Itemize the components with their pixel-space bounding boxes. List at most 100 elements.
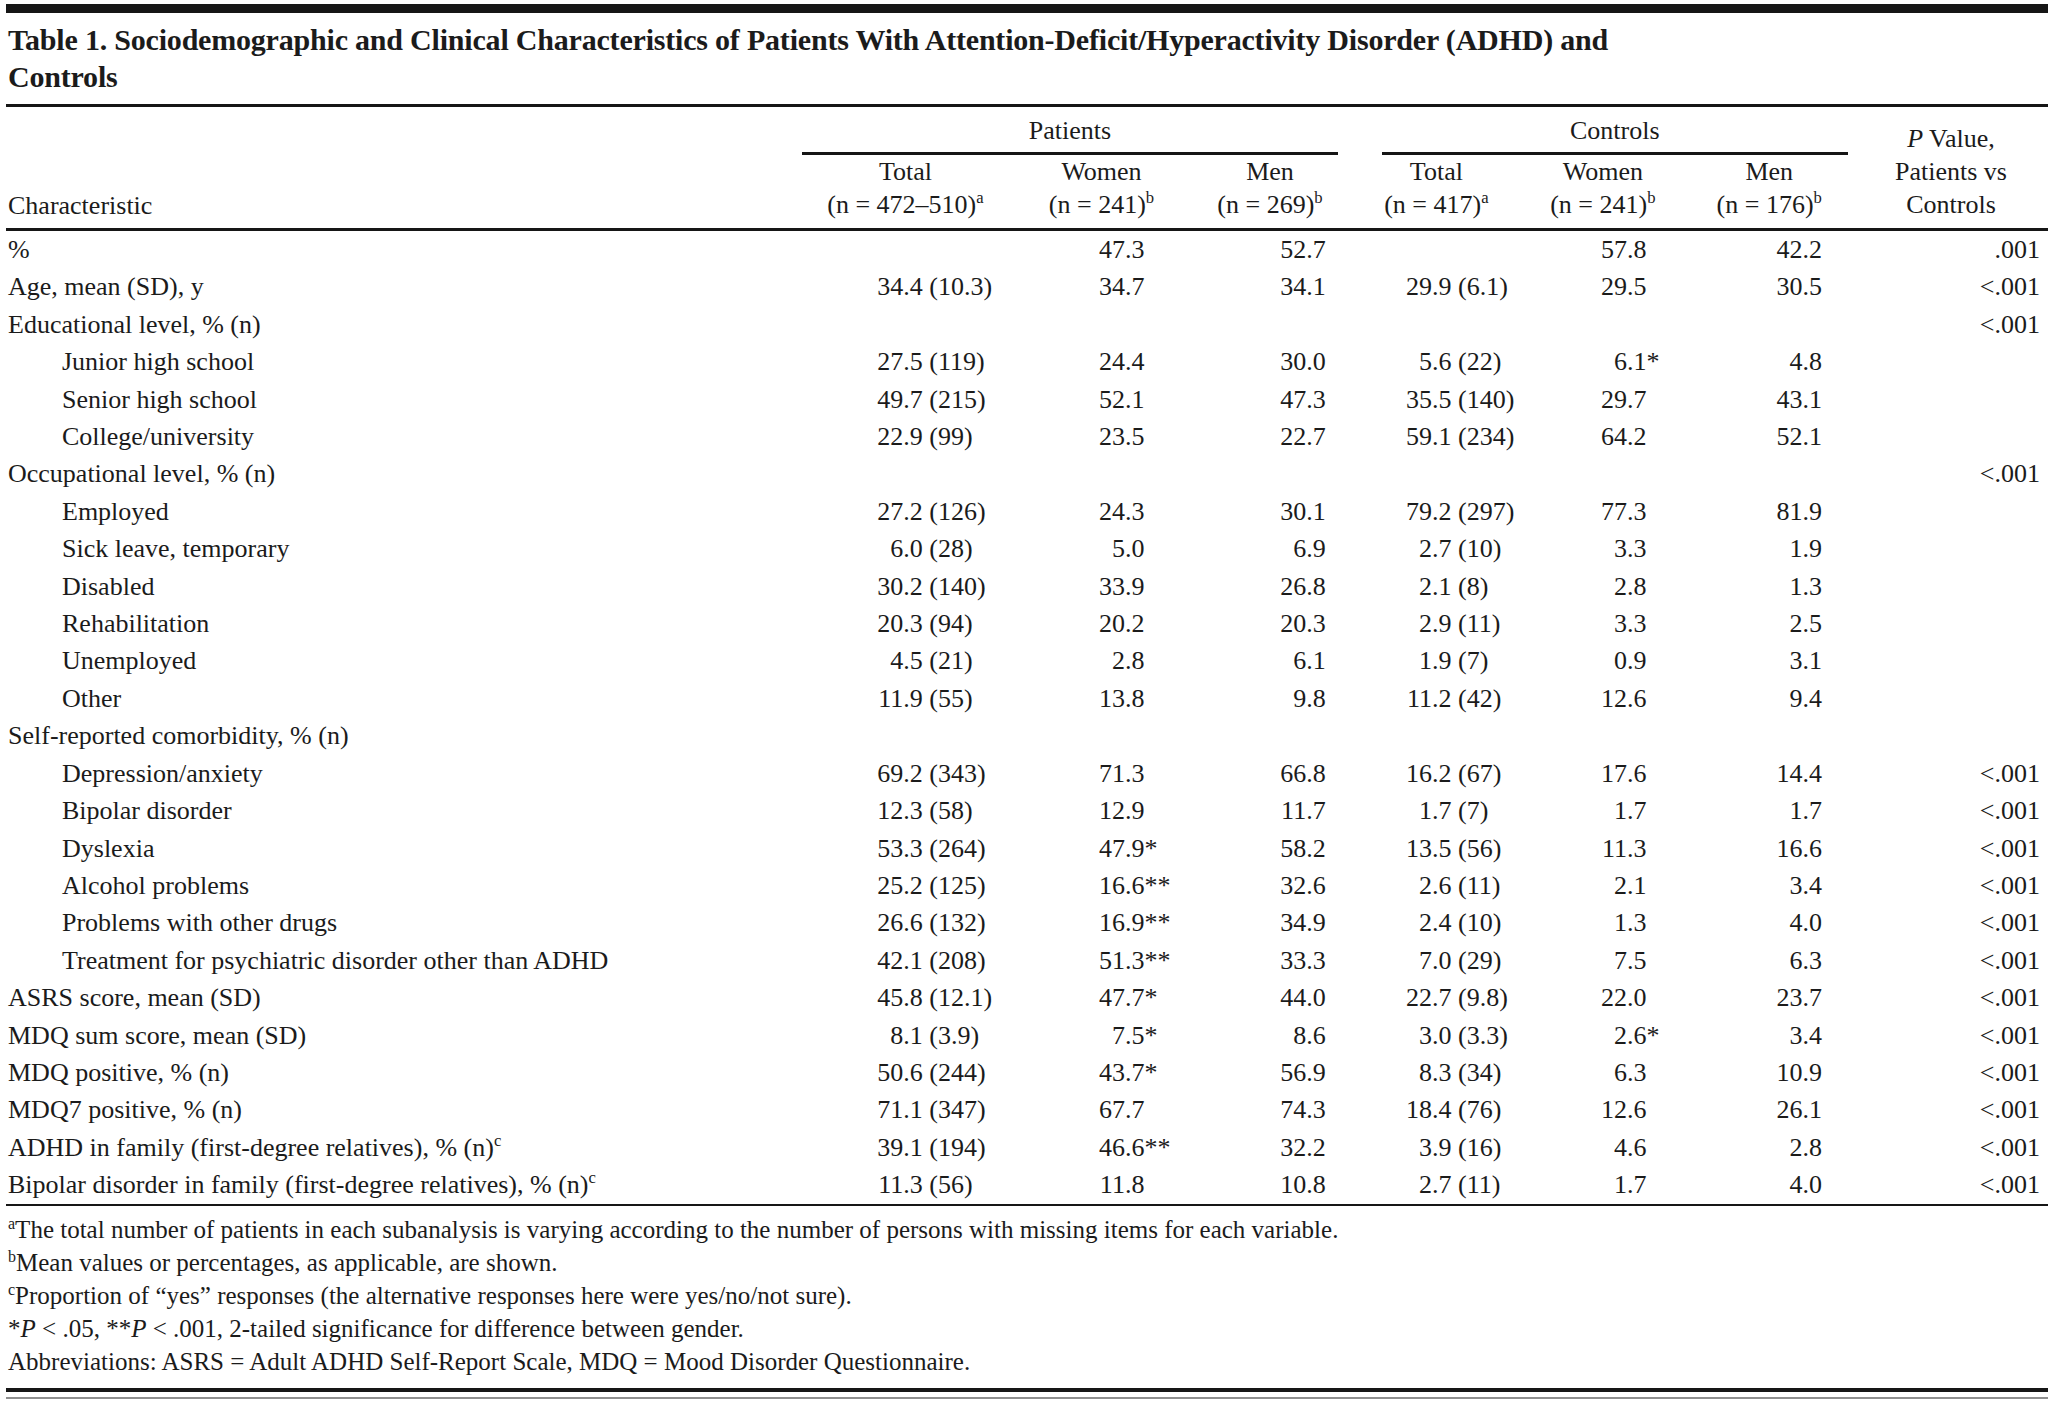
row-label: College/university <box>6 418 796 455</box>
patients-spanner: Patients <box>802 115 1337 155</box>
row-label: Dyslexia <box>6 830 796 867</box>
pvalue-cell: <.001 <box>1854 1091 2048 1128</box>
data-cell: 22.7 (9.8) <box>1352 979 1521 1016</box>
pvalue-cell <box>1854 343 2048 380</box>
table-row: Alcohol problems25.2 (125)16.6**32.62.6 … <box>6 867 2048 904</box>
data-cell: 29.9 (6.1) <box>1352 268 1521 305</box>
data-cell <box>1188 306 1351 343</box>
data-cell: 2.6 (11) <box>1352 867 1521 904</box>
data-cell: 23.7 <box>1685 979 1854 1016</box>
data-cell: 1.7 <box>1685 792 1854 829</box>
data-cell: 42.2 <box>1685 230 1854 269</box>
table-row: MDQ positive, % (n)50.6 (244)43.7*56.98.… <box>6 1054 2048 1091</box>
data-cell <box>1521 306 1684 343</box>
data-cell: 5.0 <box>1015 530 1189 567</box>
row-label: MDQ7 positive, % (n) <box>6 1091 796 1128</box>
col-header-controls-total: Total <box>1352 155 1521 188</box>
pvalue-cell <box>1854 418 2048 455</box>
data-cell <box>1015 717 1189 754</box>
data-cell: 67.7 <box>1015 1091 1189 1128</box>
data-cell: 9.8 <box>1188 680 1351 717</box>
table-row: Age, mean (SD), y34.4 (10.3)34.734.129.9… <box>6 268 2048 305</box>
data-cell: 66.8 <box>1188 755 1351 792</box>
row-label: MDQ positive, % (n) <box>6 1054 796 1091</box>
n-controls-men: (n = 176)b <box>1685 188 1854 230</box>
data-cell: 2.7 (10) <box>1352 530 1521 567</box>
footnote: aThe total number of patients in each su… <box>8 1213 2046 1246</box>
data-cell: 26.1 <box>1685 1091 1854 1128</box>
col-header-patients-women: Women <box>1015 155 1189 188</box>
footnote: Abbreviations: ASRS = Adult ADHD Self-Re… <box>8 1345 2046 1378</box>
data-cell: 4.8 <box>1685 343 1854 380</box>
data-cell: 18.4 (76) <box>1352 1091 1521 1128</box>
data-cell: 11.3 <box>1521 830 1684 867</box>
data-cell: 6.3 <box>1685 942 1854 979</box>
data-cell: 17.6 <box>1521 755 1684 792</box>
row-label: Sick leave, temporary <box>6 530 796 567</box>
n-controls-women: (n = 241)b <box>1521 188 1684 230</box>
row-label: Employed <box>6 493 796 530</box>
pvalue-header-line-1: P Value, <box>1854 122 2048 155</box>
pvalue-cell: <.001 <box>1854 942 2048 979</box>
controls-group-header: Controls <box>1352 107 1854 155</box>
data-cell: 79.2 (297) <box>1352 493 1521 530</box>
pvalue-cell <box>1854 381 2048 418</box>
data-cell: 59.1 (234) <box>1352 418 1521 455</box>
data-cell: 71.3 <box>1015 755 1189 792</box>
data-cell: 52.1 <box>1015 381 1189 418</box>
data-cell: 20.2 <box>1015 605 1189 642</box>
row-label: Alcohol problems <box>6 867 796 904</box>
data-cell: 13.8 <box>1015 680 1189 717</box>
data-cell: 57.8 <box>1521 230 1684 269</box>
characteristic-column-header: Characteristic <box>6 107 796 230</box>
data-cell: 45.8 (12.1) <box>796 979 1014 1016</box>
table-row: Disabled30.2 (140)33.926.82.1 (8)2.81.3 <box>6 568 2048 605</box>
table-row: ASRS score, mean (SD)45.8 (12.1)47.7*44.… <box>6 979 2048 1016</box>
pvalue-cell: <.001 <box>1854 867 2048 904</box>
data-cell: 1.7 <box>1521 792 1684 829</box>
data-cell <box>1015 306 1189 343</box>
col-header-controls-women: Women <box>1521 155 1684 188</box>
table-row: Employed27.2 (126)24.330.179.2 (297)77.3… <box>6 493 2048 530</box>
data-cell: 47.3 <box>1188 381 1351 418</box>
pvalue-cell <box>1854 605 2048 642</box>
footnote: cProportion of “yes” responses (the alte… <box>8 1279 2046 1312</box>
pvalue-cell <box>1854 568 2048 605</box>
table-row: Problems with other drugs26.6 (132)16.9*… <box>6 904 2048 941</box>
row-label: ASRS score, mean (SD) <box>6 979 796 1016</box>
table-row: College/university22.9 (99)23.522.759.1 … <box>6 418 2048 455</box>
data-cell: 16.9** <box>1015 904 1189 941</box>
table-title: Table 1. Sociodemographic and Clinical C… <box>6 13 2048 104</box>
row-label: Depression/anxiety <box>6 755 796 792</box>
data-cell: 24.4 <box>1015 343 1189 380</box>
row-label: Age, mean (SD), y <box>6 268 796 305</box>
data-cell: 34.9 <box>1188 904 1351 941</box>
data-cell: 43.7* <box>1015 1054 1189 1091</box>
footnote: bMean values or percentages, as applicab… <box>8 1246 2046 1279</box>
col-header-controls-men: Men <box>1685 155 1854 188</box>
row-label: Junior high school <box>6 343 796 380</box>
data-cell <box>796 717 1014 754</box>
data-cell: 16.2 (67) <box>1352 755 1521 792</box>
data-cell: 1.3 <box>1685 568 1854 605</box>
data-cell <box>1521 455 1684 492</box>
data-cell: 49.7 (215) <box>796 381 1014 418</box>
data-cell: 44.0 <box>1188 979 1351 1016</box>
table-row: Depression/anxiety69.2 (343)71.366.816.2… <box>6 755 2048 792</box>
data-cell: 2.1 <box>1521 867 1684 904</box>
data-cell: 22.7 <box>1188 418 1351 455</box>
data-cell <box>1188 717 1351 754</box>
row-label: ADHD in family (first-degree relatives),… <box>6 1129 796 1166</box>
pvalue-cell: .001 <box>1854 230 2048 269</box>
pvalue-cell: <.001 <box>1854 455 2048 492</box>
table-row: %47.352.757.842.2.001 <box>6 230 2048 269</box>
data-cell: 12.6 <box>1521 680 1684 717</box>
data-cell: 6.1* <box>1521 343 1684 380</box>
pvalue-cell <box>1854 680 2048 717</box>
table-row: Treatment for psychiatric disorder other… <box>6 942 2048 979</box>
patients-group-header: Patients <box>796 107 1351 155</box>
table-row: Other11.9 (55)13.89.811.2 (42)12.69.4 <box>6 680 2048 717</box>
data-cell: 8.3 (34) <box>1352 1054 1521 1091</box>
data-cell: 16.6 <box>1685 830 1854 867</box>
data-cell: 30.0 <box>1188 343 1351 380</box>
